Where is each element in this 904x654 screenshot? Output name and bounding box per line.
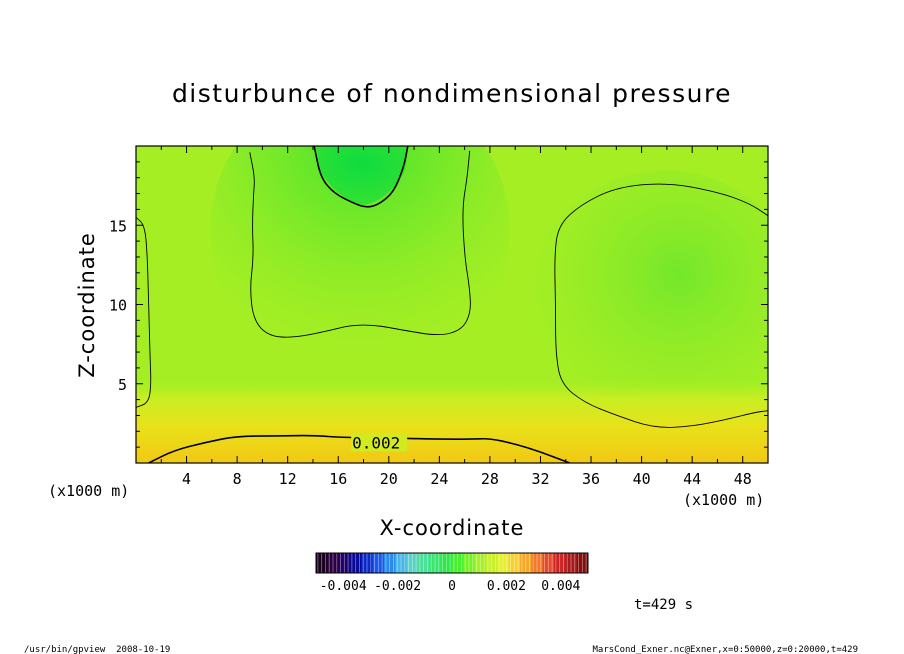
colorbar-swatch [316,553,328,573]
colorbar-tick-label: -0.002 [374,579,421,594]
field-plume [210,146,510,380]
colorbar-swatch [338,553,351,573]
colorbar-swatch [384,553,396,573]
colorbar-swatch [452,553,464,573]
colorbar-frame [315,552,589,574]
colorbar-swatch [429,553,441,573]
colorbar-swatch [576,553,589,573]
x-tick-label: 8 [233,470,242,488]
colorbar-tick-label: -0.004 [320,579,367,594]
x-tick-label: 16 [329,470,347,488]
y-tick-label: 10 [109,297,127,315]
contour-right-cell [554,183,768,428]
colorbar-swatch [474,553,487,573]
y-tick-label: 15 [109,217,127,235]
x-tick-label: 4 [182,470,191,488]
footer-left: /usr/bin/gpview 2008-10-19 [24,645,170,654]
x-unit-right: (x1000 m) [683,491,764,509]
x-unit-left: (x1000 m) [48,482,129,500]
footer-right: MarsCond_Exner.nc@Exner,x=0:50000,z=0:20… [592,645,858,654]
field-floor [136,380,768,463]
x-tick-label: 40 [633,470,651,488]
colorbar-tick-label: 0.002 [487,579,526,594]
time-label: t=429 s [634,597,693,613]
x-tick-label: 44 [683,470,701,488]
x-tick-label: 24 [430,470,448,488]
colorbar-swatch [565,553,577,573]
colorbar-swatch [406,553,419,573]
colorbar-swatch [497,553,509,573]
chart-title: disturbunce of nondimensional pressure [172,79,732,108]
x-tick-label: 36 [582,470,600,488]
x-tick-label: 28 [481,470,499,488]
colorbar-swatch [440,553,453,573]
x-tick-label: 12 [279,470,297,488]
contour-central-plume [249,150,471,338]
colorbar-swatch [361,553,373,573]
colorbar-swatch [508,553,521,573]
colorbar-swatch [418,553,430,573]
contour-label-bg [351,433,408,452]
colorbar-tick-label: 0 [448,579,456,594]
colorbar-swatch [520,553,532,573]
colorbar-swatch [350,553,362,573]
contour-top-green-core [313,146,409,208]
colorbar-swatch [372,553,385,573]
colorbar-swatch [463,553,475,573]
x-tick-label: 20 [380,470,398,488]
contour-label-group: 0.002 [351,433,408,452]
colorbar-swatch [327,553,339,573]
field-core [316,146,408,205]
colorbar-swatch [531,553,543,573]
x-axis-label: X-coordinate [380,516,525,540]
field-right-cell [530,170,768,430]
y-axis-label: Z-coordinate [75,232,99,378]
colorbar-tick-label: 0.004 [541,579,580,594]
colorbar-swatch [554,553,566,573]
colorbar-tick-labels: -0.004 -0.002 0 0.002 0.004 [320,579,581,594]
contour-label: 0.002 [352,433,400,452]
colorbar-swatch [486,553,498,573]
colorbar-swatch [395,553,407,573]
field-layers [136,146,768,463]
contour-left-edge [136,216,152,408]
colorbar-swatch [542,553,555,573]
x-tick-label: 48 [734,470,752,488]
x-tick-label: 32 [531,470,549,488]
colorbar [315,552,589,574]
y-tick-label: 5 [118,376,127,394]
